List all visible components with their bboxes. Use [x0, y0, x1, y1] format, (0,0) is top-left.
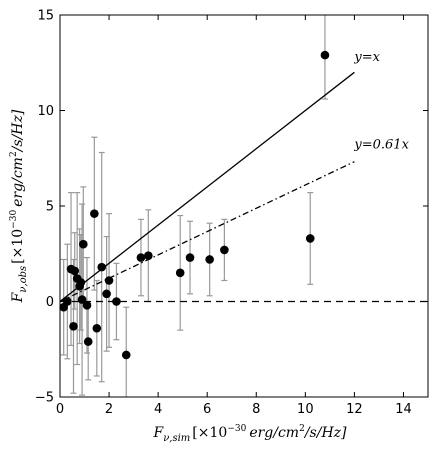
x-tick-label: 2	[105, 402, 113, 417]
error-bars	[60, 15, 328, 397]
x-tick-label: 4	[154, 402, 162, 417]
data-point	[82, 301, 92, 310]
reference-line-solid	[60, 71, 355, 303]
y-tick-label: 5	[46, 200, 54, 215]
y-axis-label: Fν,obs[×10−30erg/cm2/s/Hz]	[9, 109, 29, 303]
data-point	[104, 276, 114, 285]
data-point	[70, 266, 80, 276]
line-label: y=0.61x	[353, 138, 409, 153]
x-tick-label: 8	[252, 402, 260, 417]
data-point	[305, 234, 315, 243]
data-point	[69, 322, 78, 331]
x-axis-label: Fν,sim [×10−30 erg/cm2/s/Hz]	[153, 424, 348, 444]
x-tick-label: 12	[346, 402, 363, 417]
data-point	[144, 251, 153, 260]
x-tick-label: 14	[395, 402, 412, 417]
data-point	[102, 289, 111, 299]
data-point	[205, 255, 214, 264]
y-tick-label: 10	[37, 104, 54, 119]
data-point	[83, 337, 93, 346]
y-tick-label: −5	[35, 391, 54, 406]
y-tick-label: 15	[37, 9, 54, 24]
data-points	[59, 50, 330, 360]
data-point	[136, 253, 146, 262]
x-tick-label: 0	[56, 402, 64, 417]
line-label: y=x	[353, 50, 380, 65]
data-point	[63, 297, 72, 306]
data-point	[112, 297, 121, 306]
data-point	[97, 262, 107, 272]
x-tick-label: 6	[203, 402, 211, 417]
data-point	[121, 350, 131, 360]
y-axis-ticks: −5 0 5 10 15	[35, 9, 428, 406]
y-tick-label: 0	[46, 295, 54, 310]
data-point	[90, 209, 99, 218]
data-point	[76, 278, 86, 287]
data-point	[77, 295, 87, 304]
data-point	[220, 245, 229, 255]
data-point	[79, 239, 88, 249]
data-point	[175, 268, 185, 278]
data-point	[185, 253, 195, 262]
line-annotations: y=x y=0.61x	[353, 50, 409, 153]
data-point	[92, 323, 102, 333]
x-axis-ticks: 0 2 4 6 8 10 12 14	[56, 15, 412, 417]
x-tick-label: 10	[297, 402, 314, 417]
data-point	[320, 50, 330, 60]
reference-lines	[60, 71, 428, 303]
